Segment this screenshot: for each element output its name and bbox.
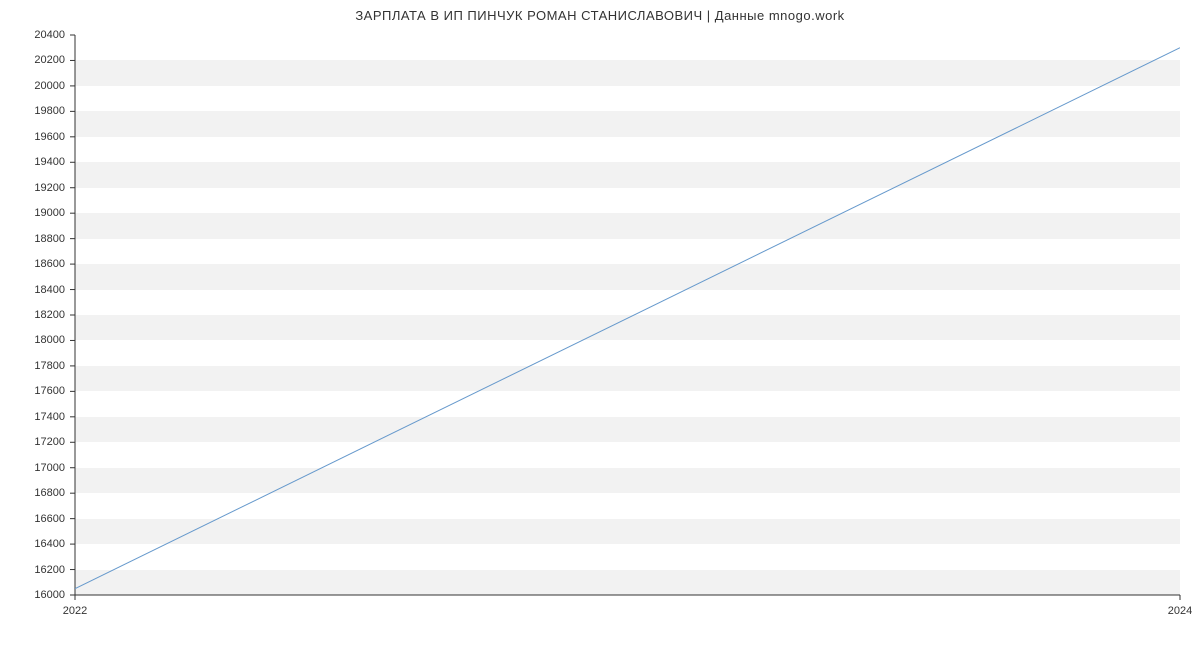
y-tick-label: 18400 — [0, 284, 65, 296]
y-tick-label: 16000 — [0, 589, 65, 601]
y-tick-label: 19000 — [0, 207, 65, 219]
y-tick-label: 19400 — [0, 156, 65, 168]
y-tick-label: 20000 — [0, 80, 65, 92]
y-tick-label: 19600 — [0, 131, 65, 143]
y-tick-label: 19200 — [0, 182, 65, 194]
y-tick-label: 16600 — [0, 513, 65, 525]
x-tick-label: 2022 — [63, 605, 87, 617]
y-tick-label: 17800 — [0, 360, 65, 372]
y-tick-label: 18600 — [0, 258, 65, 270]
y-tick-label: 16200 — [0, 564, 65, 576]
y-tick-label: 19800 — [0, 105, 65, 117]
y-tick-label: 20400 — [0, 29, 65, 41]
y-tick-label: 17400 — [0, 411, 65, 423]
salary-line-chart: ЗАРПЛАТА В ИП ПИНЧУК РОМАН СТАНИСЛАВОВИЧ… — [0, 0, 1200, 650]
y-tick-label: 18800 — [0, 233, 65, 245]
y-tick-label: 18200 — [0, 309, 65, 321]
series-line-salary — [75, 48, 1180, 589]
y-tick-label: 16400 — [0, 538, 65, 550]
y-tick-label: 20200 — [0, 54, 65, 66]
y-tick-label: 18000 — [0, 334, 65, 346]
y-tick-label: 16800 — [0, 487, 65, 499]
x-tick-label: 2024 — [1168, 605, 1192, 617]
y-tick-label: 17600 — [0, 385, 65, 397]
chart-line-layer — [0, 0, 1200, 650]
y-tick-label: 17200 — [0, 436, 65, 448]
y-tick-label: 17000 — [0, 462, 65, 474]
